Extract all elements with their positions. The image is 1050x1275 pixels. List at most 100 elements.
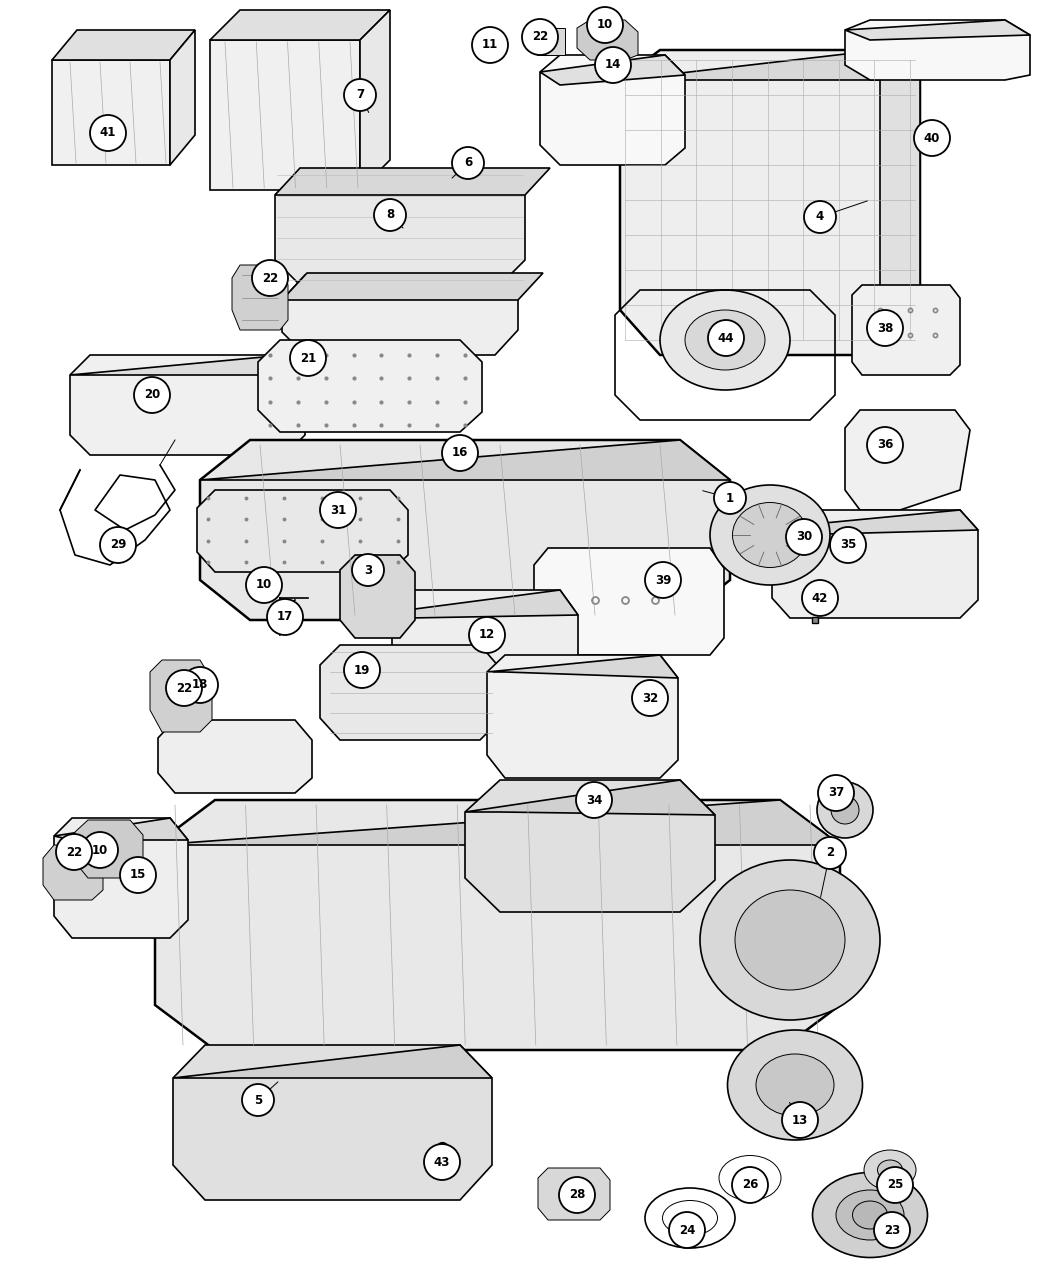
Polygon shape bbox=[534, 548, 724, 655]
Circle shape bbox=[267, 599, 303, 635]
Text: 42: 42 bbox=[812, 592, 828, 604]
Text: 35: 35 bbox=[840, 538, 856, 552]
Circle shape bbox=[559, 1177, 595, 1213]
Polygon shape bbox=[150, 660, 212, 732]
Polygon shape bbox=[54, 819, 188, 840]
Polygon shape bbox=[465, 780, 715, 912]
Ellipse shape bbox=[813, 1173, 927, 1257]
Ellipse shape bbox=[660, 289, 790, 390]
Polygon shape bbox=[392, 590, 578, 618]
Text: 19: 19 bbox=[354, 663, 371, 677]
Circle shape bbox=[134, 377, 170, 413]
Circle shape bbox=[472, 27, 508, 62]
Circle shape bbox=[818, 775, 854, 811]
Polygon shape bbox=[540, 55, 685, 164]
Circle shape bbox=[867, 310, 903, 346]
Polygon shape bbox=[360, 10, 390, 190]
Polygon shape bbox=[392, 590, 578, 678]
Polygon shape bbox=[320, 645, 500, 739]
Text: 15: 15 bbox=[130, 868, 146, 881]
Text: 10: 10 bbox=[256, 579, 272, 592]
Circle shape bbox=[595, 47, 631, 83]
Text: 7: 7 bbox=[356, 88, 364, 102]
Circle shape bbox=[182, 667, 218, 703]
Text: 10: 10 bbox=[596, 19, 613, 32]
Circle shape bbox=[786, 519, 822, 555]
Text: 4: 4 bbox=[816, 210, 824, 223]
Text: 16: 16 bbox=[452, 446, 468, 459]
Text: 40: 40 bbox=[924, 131, 940, 144]
Text: 22: 22 bbox=[532, 31, 548, 43]
Polygon shape bbox=[258, 340, 482, 432]
Polygon shape bbox=[52, 31, 195, 60]
Polygon shape bbox=[845, 20, 1030, 40]
Text: 11: 11 bbox=[482, 38, 498, 51]
Circle shape bbox=[587, 6, 623, 43]
Circle shape bbox=[246, 567, 282, 603]
Text: 21: 21 bbox=[300, 352, 316, 365]
Polygon shape bbox=[197, 490, 408, 572]
Text: 41: 41 bbox=[100, 126, 117, 139]
Ellipse shape bbox=[878, 1160, 903, 1179]
Circle shape bbox=[708, 320, 744, 356]
Polygon shape bbox=[173, 1046, 492, 1077]
Circle shape bbox=[522, 19, 558, 55]
Circle shape bbox=[877, 1167, 914, 1204]
Polygon shape bbox=[52, 60, 170, 164]
Text: 6: 6 bbox=[464, 157, 473, 170]
Polygon shape bbox=[43, 845, 103, 900]
Polygon shape bbox=[170, 31, 195, 164]
Polygon shape bbox=[70, 354, 304, 455]
Circle shape bbox=[830, 527, 866, 564]
Ellipse shape bbox=[733, 502, 807, 567]
Polygon shape bbox=[772, 510, 978, 618]
Circle shape bbox=[782, 1102, 818, 1139]
Polygon shape bbox=[487, 655, 678, 678]
Circle shape bbox=[669, 1213, 705, 1248]
Circle shape bbox=[82, 833, 118, 868]
Polygon shape bbox=[155, 799, 840, 845]
Polygon shape bbox=[210, 10, 390, 40]
Ellipse shape bbox=[756, 1054, 834, 1116]
Circle shape bbox=[645, 562, 681, 598]
Polygon shape bbox=[465, 780, 715, 815]
Polygon shape bbox=[282, 275, 518, 354]
Circle shape bbox=[374, 199, 406, 231]
Circle shape bbox=[814, 836, 846, 870]
Text: 34: 34 bbox=[586, 793, 603, 807]
Polygon shape bbox=[282, 273, 543, 300]
Circle shape bbox=[576, 782, 612, 819]
Circle shape bbox=[290, 340, 326, 376]
Circle shape bbox=[802, 580, 838, 616]
Polygon shape bbox=[75, 820, 143, 878]
Text: 32: 32 bbox=[642, 691, 658, 705]
Circle shape bbox=[469, 617, 505, 653]
Polygon shape bbox=[275, 168, 550, 195]
Circle shape bbox=[56, 834, 92, 870]
Text: 31: 31 bbox=[330, 504, 346, 516]
Ellipse shape bbox=[728, 1030, 862, 1140]
Ellipse shape bbox=[735, 890, 845, 989]
Text: 29: 29 bbox=[110, 538, 126, 552]
Polygon shape bbox=[845, 411, 970, 510]
Circle shape bbox=[120, 857, 156, 892]
Text: 8: 8 bbox=[386, 209, 394, 222]
Text: 23: 23 bbox=[884, 1224, 900, 1237]
Circle shape bbox=[632, 680, 668, 717]
Circle shape bbox=[804, 201, 836, 233]
Text: 5: 5 bbox=[254, 1094, 262, 1107]
Text: 1: 1 bbox=[726, 491, 734, 505]
Text: 18: 18 bbox=[192, 678, 208, 691]
Polygon shape bbox=[620, 50, 920, 80]
Text: 44: 44 bbox=[718, 332, 734, 344]
Circle shape bbox=[242, 1084, 274, 1116]
Circle shape bbox=[424, 1144, 460, 1179]
Ellipse shape bbox=[710, 484, 830, 585]
Polygon shape bbox=[275, 170, 525, 286]
Circle shape bbox=[252, 260, 288, 296]
Text: 20: 20 bbox=[144, 389, 160, 402]
Polygon shape bbox=[155, 799, 840, 1051]
Text: 13: 13 bbox=[792, 1113, 809, 1127]
Text: 2: 2 bbox=[826, 847, 834, 859]
Circle shape bbox=[831, 796, 859, 824]
